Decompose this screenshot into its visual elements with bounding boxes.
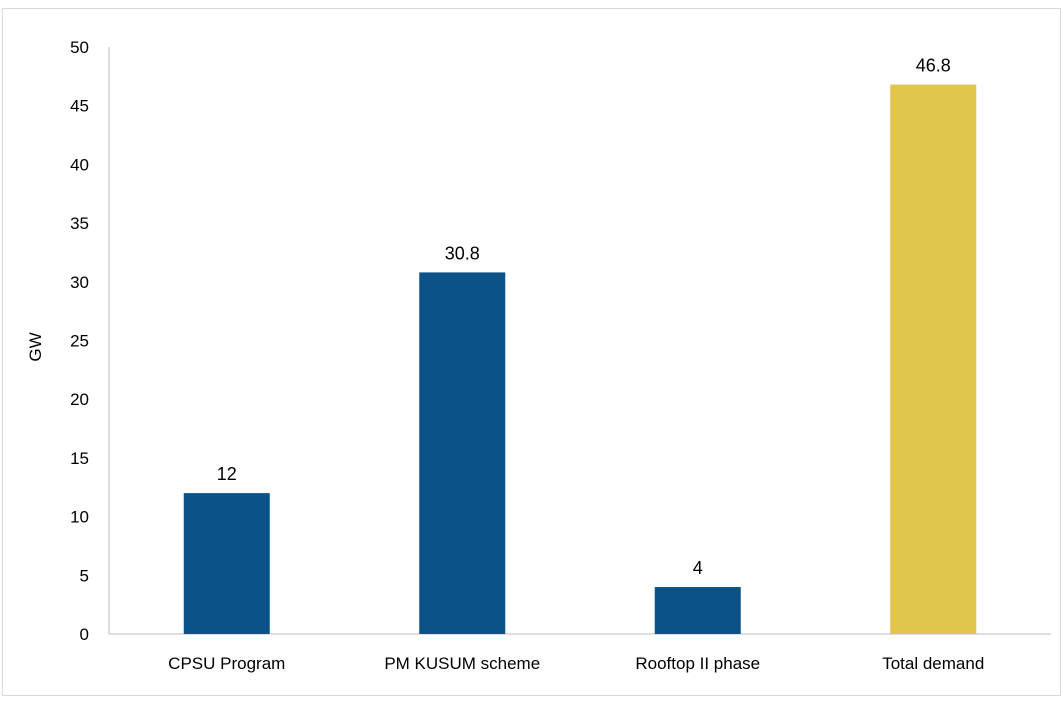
bar-cpsu-program: [183, 493, 270, 634]
x-tick-label: CPSU Program: [168, 654, 285, 673]
bar-chart: 0 5 10 15 20 25 30 35 40 45 50 GW 12 30.8 4 46.8 CPSU…: [26, 38, 1051, 673]
y-axis-ticks: 0 5 10 15 20 25 30 35 40 45 50: [70, 38, 89, 644]
bar-total-demand: [890, 84, 977, 635]
data-label: 46.8: [916, 56, 951, 76]
y-tick-label: 15: [70, 449, 89, 468]
bar-pm-kusum-scheme: [419, 272, 506, 634]
y-tick-label: 20: [70, 390, 89, 409]
y-tick-label: 5: [80, 566, 89, 585]
chart-frame: 0 5 10 15 20 25 30 35 40 45 50 GW 12 30.8 4 46.8 CPSU…: [2, 8, 1061, 696]
x-tick-label: PM KUSUM scheme: [384, 654, 540, 673]
bar-rooftop-ii-phase: [654, 587, 741, 634]
y-axis-label: GW: [26, 332, 45, 361]
data-label: 30.8: [445, 243, 480, 263]
x-tick-label: Total demand: [882, 654, 984, 673]
y-tick-label: 50: [70, 38, 89, 57]
y-tick-label: 40: [70, 155, 89, 174]
y-tick-label: 10: [70, 508, 89, 527]
y-tick-label: 25: [70, 332, 89, 351]
data-labels: 12 30.8 4 46.8: [217, 56, 951, 578]
y-tick-label: 30: [70, 273, 89, 292]
data-label: 12: [217, 464, 237, 484]
y-tick-label: 0: [80, 625, 89, 644]
x-axis-labels: CPSU Program PM KUSUM scheme Rooftop II ph…: [168, 654, 984, 673]
data-label: 4: [693, 558, 703, 578]
x-tick-label: Rooftop II phase: [635, 654, 760, 673]
y-tick-label: 35: [70, 214, 89, 233]
y-tick-label: 45: [70, 97, 89, 116]
bars: [183, 84, 977, 635]
